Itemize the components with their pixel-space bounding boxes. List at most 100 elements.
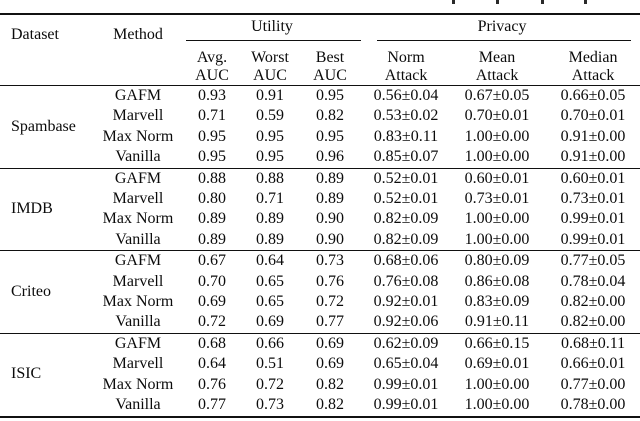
avg-auc-cell: 0.71: [198, 107, 226, 125]
norm-attack-cell: 0.52±0.01: [373, 169, 439, 187]
dataset-group-spambase: Spambase GAFM 0.93 0.91 0.95 0.56±0.04 0…: [0, 86, 640, 169]
table-row: IMDB GAFM 0.88 0.88 0.89 0.52±0.01 0.60±…: [0, 168, 640, 218]
norm-attack-cell: 0.53±0.02: [373, 107, 439, 125]
method-cell: GAFM: [114, 87, 162, 104]
avg-auc-cell: 0.68: [198, 334, 226, 352]
norm-attack-cell: 0.99±0.01: [373, 375, 439, 393]
header-row-groups: Dataset Method Utility Privacy: [0, 14, 640, 46]
worst-auc-cell: 0.95: [256, 127, 284, 145]
avg-auc-cell: 0.80: [198, 190, 226, 208]
mean-attack-cell: 0.67±0.05: [464, 87, 530, 104]
median-attack-cell: 0.70±0.01: [560, 107, 626, 125]
median-attack-cell: 0.91±0.00: [560, 127, 626, 145]
mean-attack-cell: 1.00±0.00: [464, 375, 530, 393]
table-row: Max Norm 0.89 0.89 0.90 0.82±0.09 1.00±0…: [0, 209, 640, 229]
worst-auc-cell: 0.95: [256, 148, 284, 166]
utility-group-header: Utility: [180, 14, 364, 46]
col-header-worst-auc: Worst AUC: [251, 49, 289, 84]
mean-attack-cell: 1.00±0.00: [464, 230, 530, 248]
method-cell: GAFM: [114, 334, 162, 352]
best-auc-cell: 0.76: [316, 272, 344, 290]
best-auc-cell: 0.77: [316, 313, 344, 331]
mean-attack-cell: 0.86±0.08: [464, 272, 530, 290]
median-attack-cell: 0.99±0.01: [560, 210, 626, 228]
table-row: Vanilla 0.72 0.69 0.77 0.92±0.06 0.91±0.…: [0, 312, 640, 333]
avg-auc-cell: 0.89: [198, 230, 226, 248]
median-attack-cell: 0.78±0.00: [560, 396, 626, 414]
median-attack-cell: 0.99±0.01: [560, 230, 626, 248]
median-attack-cell: 0.66±0.05: [560, 87, 626, 104]
worst-auc-cell: 0.88: [256, 169, 284, 187]
norm-attack-cell: 0.68±0.06: [373, 252, 439, 270]
method-cell: Marvell: [112, 107, 164, 125]
worst-auc-cell: 0.91: [256, 87, 284, 104]
table-row: ISIC GAFM 0.68 0.66 0.69 0.62±0.09 0.66±…: [0, 333, 640, 383]
norm-attack-cell: 0.85±0.07: [373, 148, 439, 166]
table-row: Marvell 0.64 0.51 0.69 0.65±0.04 0.69±0.…: [0, 354, 640, 374]
avg-auc-cell: 0.67: [198, 252, 226, 270]
median-attack-cell: 0.91±0.00: [560, 148, 626, 166]
best-auc-cell: 0.73: [316, 252, 344, 270]
norm-attack-cell: 0.76±0.08: [373, 272, 439, 290]
mean-attack-cell: 0.70±0.01: [464, 107, 530, 125]
worst-auc-cell: 0.71: [256, 190, 284, 208]
median-attack-cell: 0.82±0.00: [560, 293, 626, 311]
method-cell: Max Norm: [102, 210, 174, 228]
best-auc-cell: 0.90: [316, 230, 344, 248]
table-row: Marvell 0.70 0.65 0.76 0.76±0.08 0.86±0.…: [0, 272, 640, 292]
table-header: Dataset Method Utility Privacy Avg. AUC …: [0, 14, 640, 86]
avg-auc-cell: 0.77: [198, 396, 226, 414]
avg-auc-cell: 0.70: [198, 272, 226, 290]
cropped-caption-descender: [541, 0, 544, 4]
dataset-label: IMDB: [11, 200, 53, 218]
mean-attack-cell: 1.00±0.00: [464, 127, 530, 145]
table-row: Max Norm 0.95 0.95 0.95 0.83±0.11 1.00±0…: [0, 127, 640, 147]
method-cell: Vanilla: [115, 313, 161, 331]
mean-attack-cell: 0.91±0.11: [464, 313, 530, 331]
norm-attack-cell: 0.82±0.09: [373, 210, 439, 228]
method-cell: GAFM: [114, 169, 162, 187]
norm-attack-cell: 0.82±0.09: [373, 230, 439, 248]
cropped-caption-descender: [496, 0, 499, 4]
privacy-cmidrule: [377, 40, 632, 42]
col-header-median-attack: Median Attack: [568, 49, 618, 84]
worst-auc-cell: 0.59: [256, 107, 284, 125]
cropped-caption-descender: [584, 0, 587, 4]
worst-auc-cell: 0.89: [256, 210, 284, 228]
method-cell: Max Norm: [102, 375, 174, 393]
best-auc-cell: 0.95: [316, 87, 344, 104]
table-row: Max Norm 0.76 0.72 0.82 0.99±0.01 1.00±0…: [0, 375, 640, 395]
avg-auc-cell: 0.95: [198, 127, 226, 145]
norm-attack-cell: 0.56±0.04: [373, 87, 439, 104]
mean-attack-cell: 0.66±0.15: [464, 334, 530, 352]
best-auc-cell: 0.82: [316, 107, 344, 125]
dataset-label: Criteo: [11, 282, 51, 300]
median-attack-cell: 0.68±0.11: [560, 334, 626, 352]
worst-auc-cell: 0.69: [256, 313, 284, 331]
best-auc-cell: 0.90: [316, 210, 344, 228]
method-cell: Vanilla: [115, 396, 161, 414]
results-table: Dataset Method Utility Privacy Avg. AUC …: [0, 13, 640, 418]
best-auc-cell: 0.95: [316, 127, 344, 145]
dataset-group-criteo: Criteo GAFM 0.67 0.64 0.73 0.68±0.06 0.8…: [0, 250, 640, 334]
avg-auc-cell: 0.72: [198, 313, 226, 331]
table-row: Marvell 0.71 0.59 0.82 0.53±0.02 0.70±0.…: [0, 106, 640, 126]
norm-attack-cell: 0.83±0.11: [373, 127, 439, 145]
best-auc-cell: 0.96: [316, 148, 344, 166]
norm-attack-cell: 0.52±0.01: [373, 190, 439, 208]
table-row: Spambase GAFM 0.93 0.91 0.95 0.56±0.04 0…: [0, 86, 640, 135]
norm-attack-cell: 0.92±0.01: [373, 293, 439, 311]
privacy-group-header: Privacy: [364, 14, 640, 46]
col-header-mean-attack: Mean Attack: [475, 49, 519, 84]
dataset-group-imdb: IMDB GAFM 0.88 0.88 0.89 0.52±0.01 0.60±…: [0, 168, 640, 251]
mean-attack-cell: 0.73±0.01: [464, 190, 530, 208]
method-cell: Vanilla: [115, 230, 161, 248]
method-cell: Max Norm: [102, 127, 174, 145]
norm-attack-cell: 0.62±0.09: [373, 334, 439, 352]
best-auc-cell: 0.69: [316, 334, 344, 352]
mean-attack-cell: 1.00±0.00: [464, 396, 530, 414]
median-attack-cell: 0.66±0.01: [560, 355, 626, 373]
table-row: Vanilla 0.95 0.95 0.96 0.85±0.07 1.00±0.…: [0, 147, 640, 168]
table-row: Marvell 0.80 0.71 0.89 0.52±0.01 0.73±0.…: [0, 189, 640, 209]
